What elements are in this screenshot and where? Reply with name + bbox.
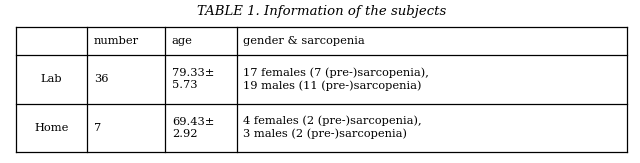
- Text: number: number: [93, 36, 139, 46]
- Text: Lab: Lab: [41, 74, 63, 84]
- Text: gender & sarcopenia: gender & sarcopenia: [243, 36, 365, 46]
- Text: 17 females (7 (pre-)sarcopenia),
19 males (11 (pre-)sarcopenia): 17 females (7 (pre-)sarcopenia), 19 male…: [243, 68, 429, 91]
- Text: age: age: [172, 36, 193, 46]
- Text: 7: 7: [93, 123, 101, 133]
- Text: Home: Home: [35, 123, 69, 133]
- Text: TABLE 1. Information of the subjects: TABLE 1. Information of the subjects: [197, 5, 446, 18]
- Text: 69.43±
2.92: 69.43± 2.92: [172, 117, 214, 139]
- Text: 4 females (2 (pre-)sarcopenia),
3 males (2 (pre-)sarcopenia): 4 females (2 (pre-)sarcopenia), 3 males …: [243, 116, 422, 139]
- Text: 36: 36: [93, 74, 108, 84]
- Text: 79.33±
5.73: 79.33± 5.73: [172, 68, 214, 90]
